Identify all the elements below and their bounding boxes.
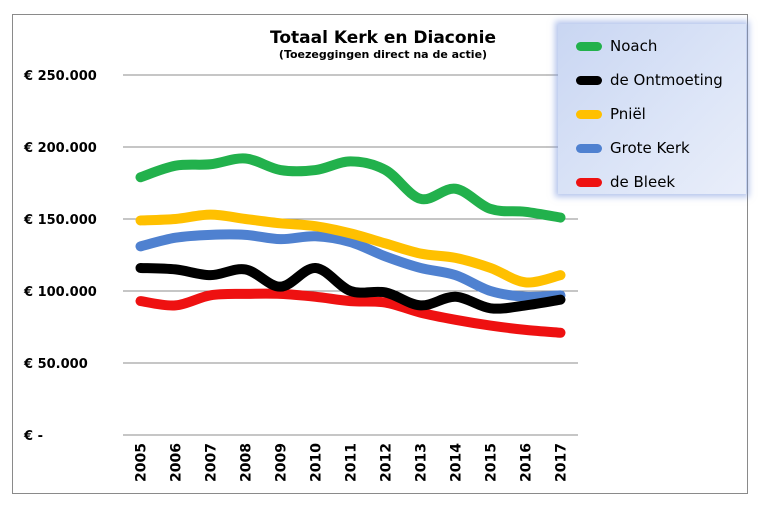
series-line-de-bleek	[135, 288, 566, 338]
legend-swatch	[576, 41, 602, 51]
x-tick-label: 2010	[309, 443, 325, 482]
x-tick-label: 2005	[134, 443, 150, 482]
legend-swatch	[576, 143, 602, 153]
series-line-grote-kerk	[135, 229, 566, 302]
legend-item: de Bleek	[558, 165, 746, 199]
legend-label: Noach	[610, 37, 658, 55]
series-line-de-ontmoeting	[135, 262, 566, 314]
legend-label: Grote Kerk	[610, 139, 690, 157]
legend-swatch	[576, 109, 602, 119]
y-tick-label: € -	[23, 429, 43, 444]
x-axis-tick-labels: 2005 2006 2007 2008 2009 2010 2011 2012 2013 2014…	[134, 443, 570, 482]
legend-label: de Ontmoeting	[610, 71, 723, 89]
legend-item: Pniël	[558, 97, 746, 131]
x-tick-label: 2012	[379, 443, 395, 482]
x-tick-label: 2007	[204, 443, 220, 482]
legend-item: Noach	[558, 29, 746, 63]
series-lines	[135, 153, 566, 338]
legend-swatch	[576, 75, 602, 85]
y-axis-tick-labels: € - € 50.000 € 100.000 € 150.000 € 200.000 € …	[23, 69, 97, 444]
y-tick-label: € 50.000	[23, 357, 88, 372]
x-tick-label: 2014	[449, 443, 465, 482]
y-gridlines	[123, 74, 578, 436]
x-tick-label: 2015	[484, 443, 500, 482]
series-line-noach	[135, 153, 566, 223]
legend: Noach de Ontmoeting Pniël Grote Kerk de Blee…	[558, 24, 746, 194]
x-tick-label: 2006	[169, 443, 185, 482]
line-chart: Totaal Kerk en Diaconie (Toezeggingen di…	[23, 28, 578, 482]
legend-item: Grote Kerk	[558, 131, 746, 165]
legend-label: de Bleek	[610, 173, 676, 191]
legend-item: de Ontmoeting	[558, 63, 746, 97]
x-tick-label: 2011	[344, 443, 360, 482]
y-tick-label: € 200.000	[23, 141, 97, 156]
y-tick-label: € 250.000	[23, 69, 97, 84]
x-tick-label: 2016	[519, 443, 535, 482]
x-tick-label: 2009	[274, 443, 290, 482]
x-tick-label: 2008	[239, 443, 255, 482]
x-tick-label: 2013	[414, 443, 430, 482]
chart-subtitle: (Toezeggingen direct na de actie)	[279, 48, 487, 61]
legend-swatch	[576, 177, 602, 187]
x-tick-label: 2017	[554, 443, 570, 482]
chart-title: Totaal Kerk en Diaconie	[270, 28, 496, 48]
y-tick-label: € 150.000	[23, 213, 97, 228]
legend-label: Pniël	[610, 105, 646, 123]
y-tick-label: € 100.000	[23, 285, 97, 300]
series-line-pni-l	[135, 209, 566, 288]
